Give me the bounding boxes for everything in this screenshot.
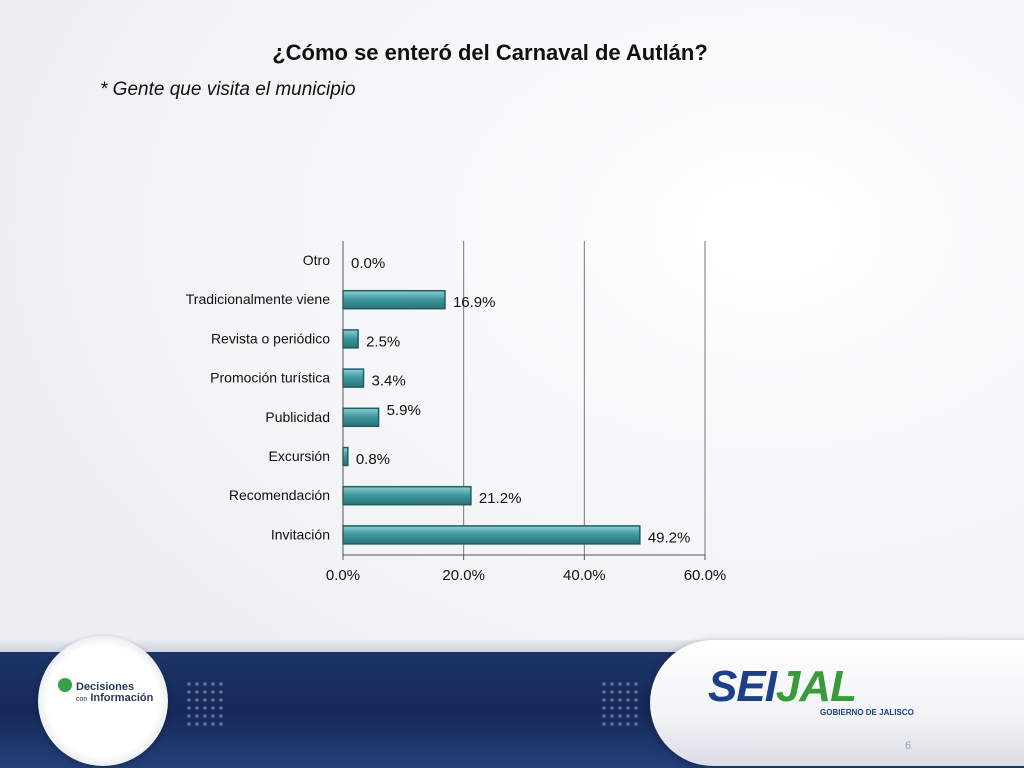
seijal-word-2: JAL — [775, 662, 857, 711]
seijal-subtitle: GOBIERNO DE JALISCO — [820, 708, 914, 717]
seijal-logo: SEIJAL GOBIERNO DE JALISCO — [650, 640, 1024, 766]
bar — [342, 525, 641, 545]
value-label: 0.8% — [356, 451, 390, 468]
bar — [342, 289, 446, 310]
bar — [342, 446, 349, 467]
chart-gridlines — [463, 241, 706, 555]
category-label: Otro — [303, 252, 330, 268]
category-label: Tradicionalmente viene — [186, 291, 330, 307]
category-label: Publicidad — [265, 409, 330, 425]
bar — [342, 485, 472, 506]
category-label: Promoción turística — [210, 370, 330, 386]
x-tick-label: 40.0% — [563, 567, 606, 584]
seijal-word-1: SEI — [708, 662, 777, 711]
category-label: Revista o periódico — [211, 330, 330, 346]
value-label: 0.0% — [351, 255, 385, 272]
logo-left-text-1: Decisiones — [76, 681, 135, 693]
category-label: Recomendación — [229, 487, 330, 503]
value-label: 21.2% — [479, 490, 522, 507]
value-label: 3.4% — [372, 373, 406, 390]
footer-dots-right — [600, 680, 640, 730]
category-label: Invitación — [271, 526, 330, 542]
x-tick-label: 20.0% — [442, 567, 485, 584]
category-label: Excursión — [269, 448, 330, 464]
bar — [342, 368, 365, 388]
decisiones-arrow-icon — [58, 678, 72, 692]
value-label: 49.2% — [648, 529, 691, 546]
value-label: 16.9% — [453, 294, 496, 311]
chart-axes — [342, 241, 706, 560]
logo-left-text-2: Información — [90, 692, 154, 704]
page-number: 6 — [905, 740, 912, 752]
value-label: 5.9% — [387, 402, 421, 419]
bar — [342, 407, 380, 428]
value-label: 2.5% — [366, 333, 400, 350]
slide-title: ¿Cómo se enteró del Carnaval de Autlán? — [272, 40, 708, 65]
x-tick-label: 60.0% — [684, 567, 727, 584]
logo-left-text-small: con — [76, 696, 88, 703]
chart-labels: 0.0% 20.0% 40.0% 60.0% Otro 0.0% Tradicionalme… — [186, 252, 727, 584]
decisiones-logo: Decisiones con Información — [38, 636, 168, 766]
x-tick-label: 0.0% — [326, 567, 360, 584]
slide-subtitle: * Gente que visita el municipio — [100, 79, 356, 100]
bar — [342, 329, 359, 349]
footer-dots-left — [185, 680, 225, 730]
